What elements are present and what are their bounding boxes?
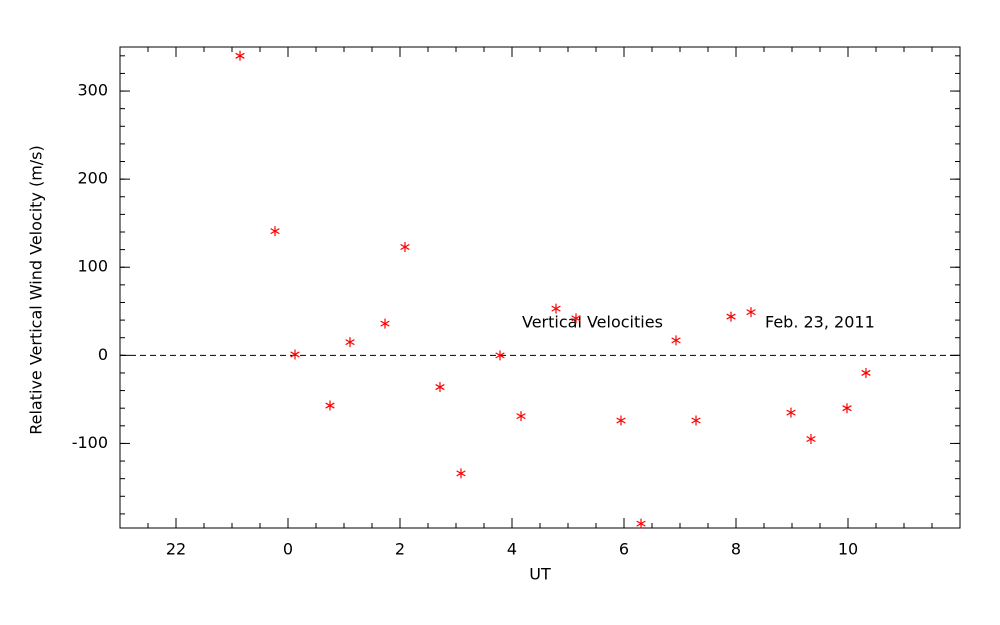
plot-frame bbox=[119, 46, 961, 529]
data-point bbox=[380, 318, 390, 329]
data-point bbox=[345, 337, 355, 348]
data-point bbox=[551, 303, 561, 314]
x-tick-label: 22 bbox=[166, 540, 186, 559]
y-tick-label: 0 bbox=[98, 345, 108, 364]
annotation: Feb. 23, 2011 bbox=[765, 313, 875, 332]
data-point bbox=[806, 434, 816, 445]
data-point bbox=[571, 313, 581, 324]
data-point bbox=[290, 349, 300, 360]
data-point bbox=[616, 415, 626, 426]
data-point bbox=[270, 226, 280, 237]
y-tick-label: 300 bbox=[77, 81, 108, 100]
data-point bbox=[495, 350, 505, 361]
x-tick-label: 8 bbox=[731, 540, 741, 559]
data-point bbox=[861, 367, 871, 378]
data-point bbox=[400, 241, 410, 252]
x-tick-label: 0 bbox=[283, 540, 293, 559]
data-point bbox=[435, 382, 445, 393]
data-point bbox=[516, 411, 526, 422]
data-point bbox=[691, 415, 701, 426]
data-point bbox=[456, 468, 466, 479]
data-point bbox=[786, 407, 796, 418]
y-tick-label: -100 bbox=[72, 433, 108, 452]
data-point bbox=[726, 311, 736, 322]
data-point bbox=[842, 403, 852, 414]
y-tick-label: 100 bbox=[77, 257, 108, 276]
x-tick-label: 4 bbox=[507, 540, 517, 559]
annotation: Vertical Velocities bbox=[522, 313, 663, 332]
x-tick-label: 2 bbox=[395, 540, 405, 559]
x-tick-label: 6 bbox=[619, 540, 629, 559]
data-point bbox=[235, 50, 245, 61]
y-axis-label: Relative Vertical Wind Velocity (m/s) bbox=[27, 145, 46, 435]
y-tick-label: 200 bbox=[77, 169, 108, 188]
data-point bbox=[636, 518, 646, 529]
data-point bbox=[325, 400, 335, 411]
x-axis-label: UT bbox=[529, 565, 551, 584]
data-point bbox=[671, 335, 681, 346]
data-point bbox=[746, 307, 756, 318]
x-tick-label: 10 bbox=[838, 540, 858, 559]
